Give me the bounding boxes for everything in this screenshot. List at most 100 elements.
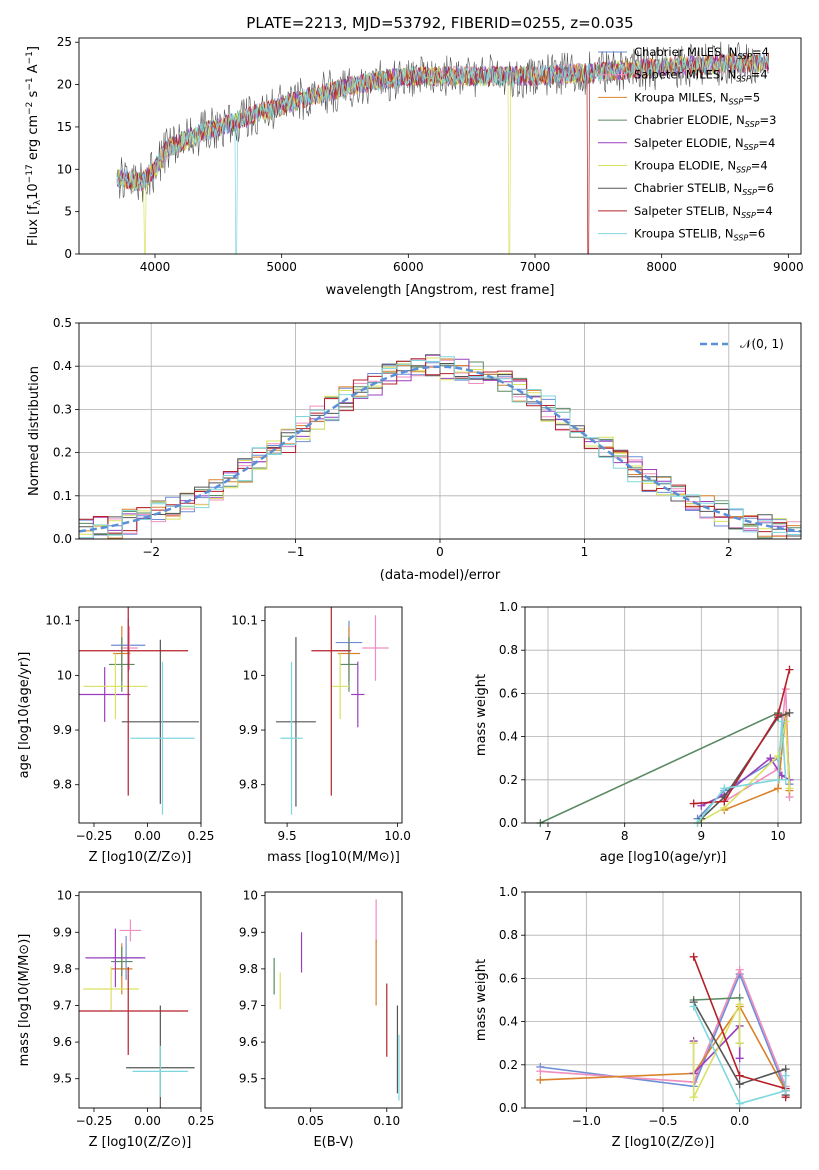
y-tick-label: 9.6 <box>239 1035 258 1049</box>
y-tick-label: 9.8 <box>239 778 258 792</box>
y-tick-label: 9.9 <box>239 723 258 737</box>
y-axis-label: mass weight <box>474 959 489 1041</box>
y-tick-label: 9.7 <box>53 998 72 1012</box>
y-tick-label: 0.4 <box>499 730 518 744</box>
legend-label: Salpeter ELODIE, NSSP=4 <box>634 136 775 152</box>
point-marker <box>781 1071 790 1080</box>
figure-title: PLATE=2213, MJD=53792, FIBERID=0255, z=0… <box>246 14 633 32</box>
histogram-step <box>79 356 801 539</box>
axes-frame <box>78 37 802 255</box>
spectrum-panel: 4000 5000 6000 7000 8000 9000 0 5 10 15 20 25 wavele… <box>25 35 804 298</box>
y-tick-label: 10 <box>243 668 258 682</box>
legend-label: Kroupa MILES, NSSP=5 <box>634 90 760 106</box>
y-axis-label: Flux [fλ10−17 erg cm−2 s−1 A−1] <box>25 46 43 246</box>
point-marker <box>774 752 782 761</box>
x-axis-label: E(B-V) <box>313 1135 353 1150</box>
point-marker <box>781 775 790 784</box>
point-marker <box>766 754 775 763</box>
y-tick-label: 0.1 <box>53 489 72 503</box>
axes-frame <box>524 606 802 824</box>
y-tick-label: 9.9 <box>53 723 72 737</box>
massweight-vs-age-panel: 7 8 9 10 0.0 0.2 0.4 0.6 0.8 1.0 age [log10(age/yr… <box>474 600 802 865</box>
point-marker <box>735 1071 744 1080</box>
x-tick-label: −1.0 <box>572 1114 601 1128</box>
point-marker <box>536 1067 545 1076</box>
y-tick-label: 0.4 <box>53 359 72 373</box>
y-tick-label: 25 <box>57 35 72 49</box>
x-tick-label: −0.5 <box>648 1114 677 1128</box>
legend-label: Chabrier STELIB, NSSP=6 <box>634 181 774 197</box>
legend-label: Salpeter MILES, NSSP=4 <box>634 68 768 84</box>
point-marker <box>777 771 786 780</box>
x-axis-label: Z [log10(Z/Z⊙)] <box>612 1135 715 1150</box>
y-tick-label: 20 <box>57 78 72 92</box>
mass-vs-Z-panel: −0.25 0.00 0.25 9.5 9.6 9.7 9.8 9.9 10 Z [log10(Z… <box>17 889 214 1150</box>
legend-label: Kroupa STELIB, NSSP=6 <box>634 227 765 243</box>
y-tick-label: 0.0 <box>53 532 72 546</box>
point-marker <box>735 1039 744 1048</box>
x-axis-label: Z [log10(Z/Z⊙)] <box>89 1135 192 1150</box>
point-marker <box>720 784 729 793</box>
y-tick-label: 15 <box>57 120 72 134</box>
y-tick-label: 0.2 <box>53 446 72 460</box>
axes-frame <box>264 606 403 824</box>
y-tick-label: 10.1 <box>45 614 72 628</box>
y-tick-label: 9.9 <box>53 925 72 939</box>
histogram-step <box>79 363 801 537</box>
x-tick-label: 0.00 <box>134 829 161 843</box>
series-line <box>692 1003 741 1098</box>
x-tick-label: 9000 <box>773 260 804 274</box>
x-tick-label: 5000 <box>266 260 297 274</box>
y-tick-label: 9.8 <box>239 962 258 976</box>
point-marker <box>774 711 782 719</box>
x-axis-label: mass [log10(M/M⊙)] <box>267 850 400 865</box>
x-tick-label: −1 <box>287 545 305 559</box>
point-marker <box>777 717 786 726</box>
x-axis-label: (data-model)/error <box>380 568 501 583</box>
y-tick-label: 0.0 <box>499 816 518 830</box>
y-tick-label: 9.5 <box>239 1072 258 1086</box>
y-tick-label: 0.8 <box>499 928 518 942</box>
legend-label: 𝒩(0, 1) <box>740 337 784 351</box>
y-axis-label: mass [log10(M/M⊙)] <box>17 934 32 1067</box>
y-tick-label: 9.8 <box>53 962 72 976</box>
x-axis-label: wavelength [Angstrom, rest frame] <box>326 283 555 298</box>
point-marker <box>774 784 782 793</box>
y-tick-label: 1.0 <box>499 600 518 614</box>
x-tick-label: −0.25 <box>76 1114 113 1128</box>
y-tick-label: 0.6 <box>499 686 518 700</box>
y-tick-label: 10 <box>57 668 72 682</box>
x-tick-label: −0.25 <box>76 829 113 843</box>
y-axis-label: mass weight <box>474 674 489 756</box>
axes-frame <box>264 891 403 1109</box>
x-axis-label: Z [log10(Z/Z⊙)] <box>89 850 192 865</box>
y-axis-label: Normed distribution <box>27 366 42 496</box>
y-tick-label: 9.9 <box>239 925 258 939</box>
y-tick-label: 9.8 <box>53 778 72 792</box>
y-tick-label: 9.7 <box>239 998 258 1012</box>
y-tick-label: 0.4 <box>499 1015 518 1029</box>
point-marker <box>781 1086 790 1095</box>
point-marker <box>735 1080 744 1089</box>
x-tick-label: 8000 <box>646 260 677 274</box>
x-tick-label: 0.10 <box>373 1114 400 1128</box>
point-marker <box>689 1039 698 1048</box>
legend-label: Kroupa ELODIE, NSSP=4 <box>634 159 768 175</box>
series-line <box>692 1006 787 1105</box>
massweight-vs-Z-panel: −1.0 −0.5 0.0 0.0 0.2 0.4 0.6 0.8 1.0 Z [log10(Z/… <box>474 885 802 1150</box>
point-marker <box>735 1099 744 1108</box>
legend-label: Chabrier ELODIE, NSSP=3 <box>634 113 776 129</box>
y-tick-label: 0.2 <box>499 1058 518 1072</box>
y-tick-label: 5 <box>64 205 72 219</box>
series-line <box>540 1004 787 1092</box>
y-tick-label: 10.1 <box>231 614 258 628</box>
x-tick-label: 10 <box>770 829 785 843</box>
y-tick-label: 1.0 <box>499 885 518 899</box>
x-tick-label: 9.5 <box>278 829 297 843</box>
y-tick-label: 0.5 <box>53 316 72 330</box>
x-tick-label: 0.0 <box>730 1114 749 1128</box>
x-tick-label: 7 <box>544 829 552 843</box>
y-tick-label: 10 <box>57 889 72 903</box>
x-tick-label: 2 <box>725 545 733 559</box>
